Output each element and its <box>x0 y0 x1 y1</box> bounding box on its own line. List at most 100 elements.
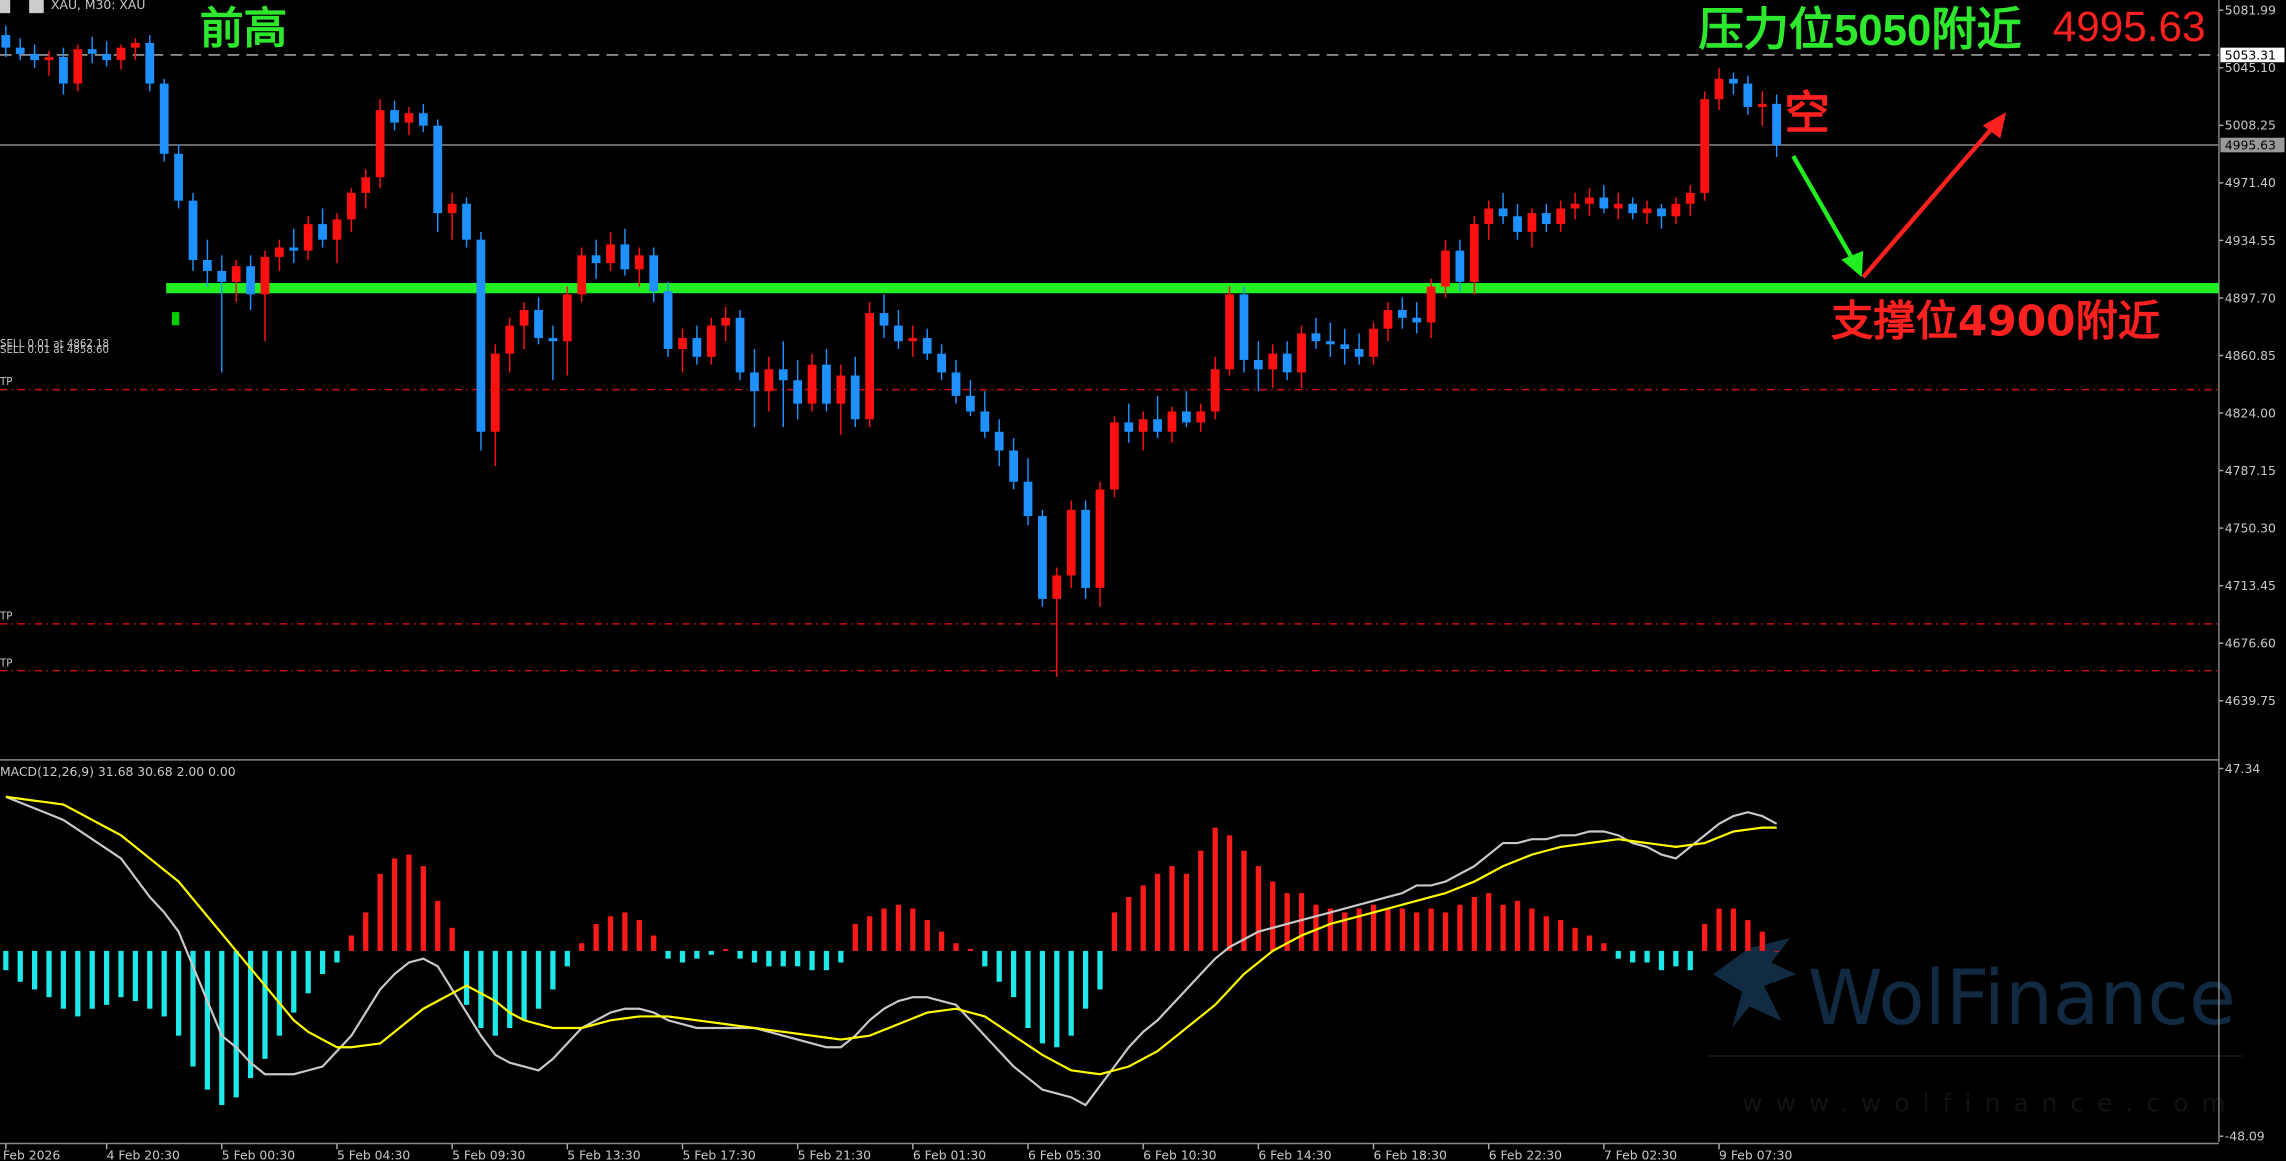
candle-body <box>922 338 932 354</box>
macd-bar <box>1615 950 1621 959</box>
macd-bar <box>161 950 167 1017</box>
candle-body <box>1225 294 1234 370</box>
x-tick-label: 6 Feb 05:30 <box>1028 1148 1101 1161</box>
candle-body <box>663 291 673 350</box>
macd-bar <box>953 943 959 951</box>
macd-bar <box>247 950 254 1079</box>
candle-body <box>1268 353 1278 370</box>
macd-bar <box>46 950 52 998</box>
candle-body <box>548 338 558 342</box>
candle-body <box>1700 99 1710 193</box>
macd-line <box>5 795 1778 1107</box>
x-tick-label: 6 Feb 18:30 <box>1374 1148 1447 1161</box>
macd-bar <box>363 912 369 951</box>
candle-body <box>865 313 875 420</box>
macd-bar <box>305 950 311 994</box>
candle-body <box>1729 78 1738 84</box>
macd-bar <box>708 950 714 955</box>
candle-body <box>1513 216 1522 232</box>
candle-body <box>1556 208 1566 225</box>
down-arrow <box>1791 154 1857 264</box>
macd-bar <box>291 950 297 1013</box>
sell-order-label: SELL 0.01 at 4862.18 <box>0 339 109 350</box>
candle-body <box>1 35 11 48</box>
candle-body <box>1081 509 1090 588</box>
macd-tick-label: 47.34 <box>2225 761 2261 776</box>
macd-bar <box>867 916 873 951</box>
x-tick-label: 9 Feb 07:30 <box>1719 1148 1792 1161</box>
candle-body <box>1484 208 1494 225</box>
macd-bar <box>910 908 916 951</box>
y-tick-label: 4897.70 <box>2225 290 2276 305</box>
x-tick-label: 7 Feb 02:30 <box>1604 1148 1677 1161</box>
menu-icon <box>0 0 11 14</box>
x-tick-label: 4 Feb 20:30 <box>107 1148 180 1161</box>
candle-body <box>894 325 903 342</box>
macd-bar <box>17 950 23 982</box>
candle-body <box>1138 419 1148 432</box>
candle-body <box>375 110 385 178</box>
candle-body <box>1671 203 1681 217</box>
macd-bar <box>75 950 81 1017</box>
macd-bar <box>1068 950 1074 1036</box>
macd-bar <box>737 950 743 959</box>
macd-bar <box>1154 873 1161 951</box>
macd-bar <box>1342 912 1348 951</box>
candle-body <box>246 266 255 295</box>
macd-bar <box>1486 893 1492 951</box>
candle-body <box>966 395 975 412</box>
candle-body <box>1455 250 1465 282</box>
watermark-brand: WolFinance <box>1808 954 2236 1042</box>
macd-bar <box>823 950 830 971</box>
macd-bar <box>665 950 671 959</box>
candle-body <box>1095 489 1105 588</box>
macd-bar <box>535 950 542 1009</box>
candle-body <box>260 256 270 295</box>
y-tick-label: 4676.60 <box>2225 636 2276 651</box>
candle-body <box>534 309 543 339</box>
candle-body <box>318 224 327 240</box>
candle-body <box>404 113 414 123</box>
candle-body <box>1325 341 1335 345</box>
candle-body <box>217 270 227 282</box>
macd-bar <box>1010 950 1017 998</box>
candle-body <box>908 338 918 342</box>
macd-bar <box>1226 835 1233 951</box>
macd-bar <box>1745 920 1751 951</box>
candle-body <box>1757 103 1767 107</box>
macd-bar <box>1457 904 1463 951</box>
candle-body <box>1397 309 1407 318</box>
macd-bar <box>1586 935 1593 951</box>
candle-body <box>289 247 299 251</box>
candle-body <box>678 338 687 350</box>
macd-bar <box>593 923 599 951</box>
macd-bar <box>406 854 412 951</box>
macd-bar <box>622 912 628 951</box>
macd-bar <box>1385 908 1391 951</box>
y-tick-label: 4750.30 <box>2225 520 2276 535</box>
macd-bar <box>103 950 110 1005</box>
macd-bar <box>334 950 340 963</box>
macd-bar <box>262 950 268 1059</box>
macd-bar <box>1255 866 1261 951</box>
bid-box <box>2220 137 2285 153</box>
up-arrow-head <box>1982 112 2007 139</box>
macd-bar <box>1759 931 1765 951</box>
candle-body <box>577 255 587 295</box>
candle-body <box>15 47 25 54</box>
candle-body <box>994 431 1004 451</box>
candle-body <box>735 317 745 373</box>
macd-bar <box>751 950 758 963</box>
candle-body <box>73 49 83 84</box>
candle-body <box>721 317 731 326</box>
macd-bar <box>1601 943 1607 951</box>
x-tick-label: 5 Feb 21:30 <box>798 1148 871 1161</box>
candle-body <box>1599 197 1609 209</box>
watermark-logo <box>1713 937 1797 1029</box>
candle-body <box>1383 309 1393 329</box>
candle-body <box>1340 344 1350 350</box>
candle-body <box>1657 208 1666 217</box>
x-tick-label: 6 Feb 14:30 <box>1258 1148 1331 1161</box>
